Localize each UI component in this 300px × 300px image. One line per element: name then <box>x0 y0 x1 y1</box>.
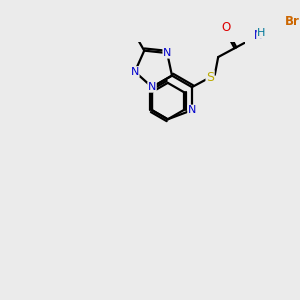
Text: N: N <box>148 82 156 92</box>
Text: S: S <box>206 71 214 84</box>
Text: N: N <box>131 67 139 77</box>
Text: H: H <box>257 28 266 38</box>
Text: N: N <box>163 48 171 58</box>
Text: N: N <box>188 105 196 115</box>
Text: Br: Br <box>285 15 300 28</box>
Text: O: O <box>221 21 230 34</box>
Text: N: N <box>254 29 262 42</box>
